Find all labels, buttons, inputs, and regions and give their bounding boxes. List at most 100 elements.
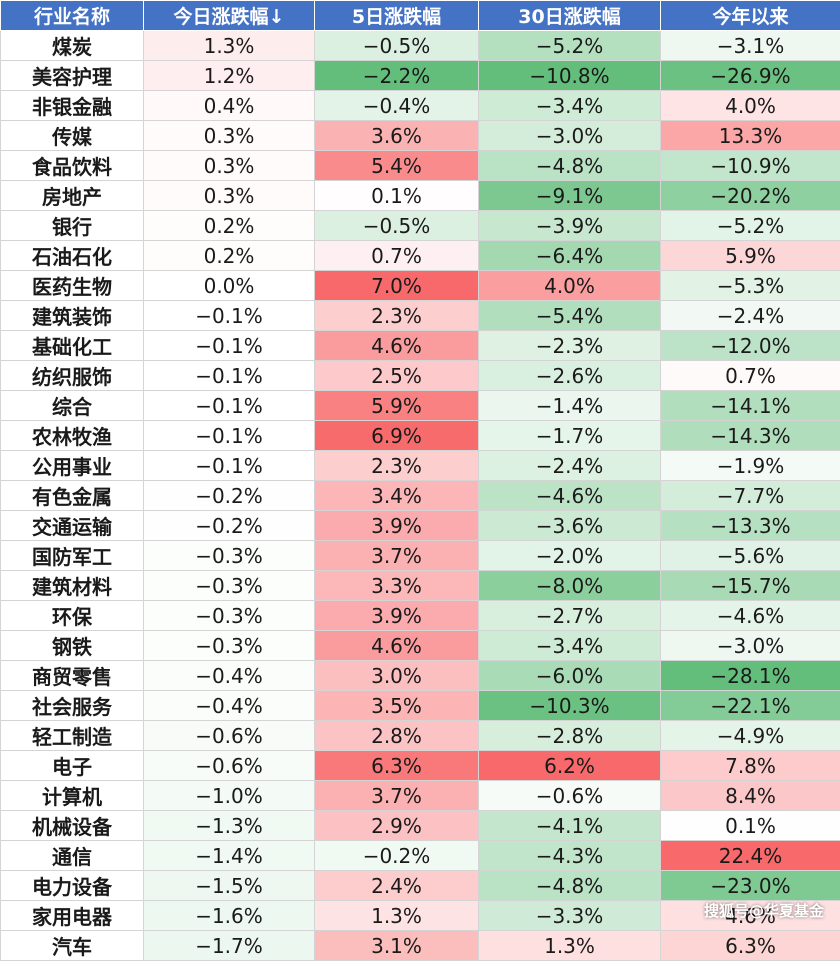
5day-change-cell: −0.4% — [315, 91, 479, 121]
ytd-change-cell: 5.9% — [661, 241, 840, 271]
industry-name-cell: 传媒 — [1, 121, 144, 151]
ytd-change-cell: −26.9% — [661, 61, 840, 91]
5day-change-cell: 0.7% — [315, 241, 479, 271]
table-row: 汽车−1.7%3.1%1.3%6.3% — [1, 931, 840, 961]
industry-name-cell: 石油石化 — [1, 241, 144, 271]
industry-name-cell: 建筑材料 — [1, 571, 144, 601]
30day-change-cell: −4.1% — [479, 811, 661, 841]
today-change-cell: 0.3% — [144, 151, 315, 181]
today-change-cell: 0.3% — [144, 121, 315, 151]
ytd-change-cell: −1.9% — [661, 451, 840, 481]
today-change-cell: 0.3% — [144, 181, 315, 211]
today-change-cell: −0.1% — [144, 451, 315, 481]
industry-name-cell: 电子 — [1, 751, 144, 781]
header-ytd-change: 今年以来 — [661, 1, 840, 31]
industry-name-cell: 有色金属 — [1, 481, 144, 511]
industry-name-cell: 轻工制造 — [1, 721, 144, 751]
industry-name-cell: 煤炭 — [1, 31, 144, 61]
today-change-cell: −0.3% — [144, 631, 315, 661]
table-row: 公用事业−0.1%2.3%−2.4%−1.9% — [1, 451, 840, 481]
industry-name-cell: 计算机 — [1, 781, 144, 811]
30day-change-cell: −9.1% — [479, 181, 661, 211]
30day-change-cell: −2.3% — [479, 331, 661, 361]
today-change-cell: −0.4% — [144, 691, 315, 721]
5day-change-cell: −2.2% — [315, 61, 479, 91]
table-row: 电子−0.6%6.3%6.2%7.8% — [1, 751, 840, 781]
industry-name-cell: 公用事业 — [1, 451, 144, 481]
ytd-change-cell: −4.6% — [661, 601, 840, 631]
table-row: 社会服务−0.4%3.5%−10.3%−22.1% — [1, 691, 840, 721]
today-change-cell: −0.1% — [144, 361, 315, 391]
ytd-change-cell: 7.8% — [661, 751, 840, 781]
table-row: 建筑装饰−0.1%2.3%−5.4%−2.4% — [1, 301, 840, 331]
5day-change-cell: 3.3% — [315, 571, 479, 601]
5day-change-cell: −0.5% — [315, 211, 479, 241]
today-change-cell: 0.2% — [144, 241, 315, 271]
table-row: 纺织服饰−0.1%2.5%−2.6%0.7% — [1, 361, 840, 391]
5day-change-cell: 5.4% — [315, 151, 479, 181]
ytd-change-cell: 0.7% — [661, 361, 840, 391]
today-change-cell: −0.1% — [144, 331, 315, 361]
today-change-cell: −0.2% — [144, 481, 315, 511]
5day-change-cell: 0.1% — [315, 181, 479, 211]
5day-change-cell: 6.3% — [315, 751, 479, 781]
industry-name-cell: 农林牧渔 — [1, 421, 144, 451]
5day-change-cell: 2.4% — [315, 871, 479, 901]
industry-name-cell: 银行 — [1, 211, 144, 241]
today-change-cell: −0.2% — [144, 511, 315, 541]
5day-change-cell: 5.9% — [315, 391, 479, 421]
industry-name-cell: 机械设备 — [1, 811, 144, 841]
30day-change-cell: −0.6% — [479, 781, 661, 811]
industry-name-cell: 基础化工 — [1, 331, 144, 361]
table-row: 有色金属−0.2%3.4%−4.6%−7.7% — [1, 481, 840, 511]
today-change-cell: −0.1% — [144, 301, 315, 331]
5day-change-cell: −0.5% — [315, 31, 479, 61]
5day-change-cell: 7.0% — [315, 271, 479, 301]
ytd-change-cell: 8.4% — [661, 781, 840, 811]
30day-change-cell: −2.4% — [479, 451, 661, 481]
ytd-change-cell: −3.1% — [661, 31, 840, 61]
ytd-change-cell: −5.2% — [661, 211, 840, 241]
today-change-cell: −0.3% — [144, 571, 315, 601]
30day-change-cell: −10.8% — [479, 61, 661, 91]
ytd-change-cell: −4.9% — [661, 721, 840, 751]
30day-change-cell: −3.3% — [479, 901, 661, 931]
5day-change-cell: 3.9% — [315, 511, 479, 541]
industry-name-cell: 交通运输 — [1, 511, 144, 541]
header-row: 行业名称 今日涨跌幅↓ 5日涨跌幅 30日涨跌幅 今年以来 — [1, 1, 840, 31]
ytd-change-cell: 13.3% — [661, 121, 840, 151]
ytd-change-cell: −14.3% — [661, 421, 840, 451]
ytd-change-cell: −13.3% — [661, 511, 840, 541]
industry-name-cell: 房地产 — [1, 181, 144, 211]
industry-name-cell: 纺织服饰 — [1, 361, 144, 391]
5day-change-cell: 3.7% — [315, 541, 479, 571]
30day-change-cell: −2.0% — [479, 541, 661, 571]
header-5day-change: 5日涨跌幅 — [315, 1, 479, 31]
5day-change-cell: 1.3% — [315, 901, 479, 931]
today-change-cell: −0.6% — [144, 721, 315, 751]
table-row: 钢铁−0.3%4.6%−3.4%−3.0% — [1, 631, 840, 661]
30day-change-cell: −2.8% — [479, 721, 661, 751]
ytd-change-cell: 4.0% — [661, 91, 840, 121]
30day-change-cell: −5.2% — [479, 31, 661, 61]
30day-change-cell: −4.8% — [479, 871, 661, 901]
today-change-cell: 1.2% — [144, 61, 315, 91]
5day-change-cell: 2.8% — [315, 721, 479, 751]
5day-change-cell: 3.7% — [315, 781, 479, 811]
ytd-change-cell: −5.3% — [661, 271, 840, 301]
table-row: 基础化工−0.1%4.6%−2.3%−12.0% — [1, 331, 840, 361]
30day-change-cell: −2.7% — [479, 601, 661, 631]
30day-change-cell: −4.6% — [479, 481, 661, 511]
today-change-cell: −0.1% — [144, 421, 315, 451]
industry-name-cell: 社会服务 — [1, 691, 144, 721]
30day-change-cell: −6.0% — [479, 661, 661, 691]
